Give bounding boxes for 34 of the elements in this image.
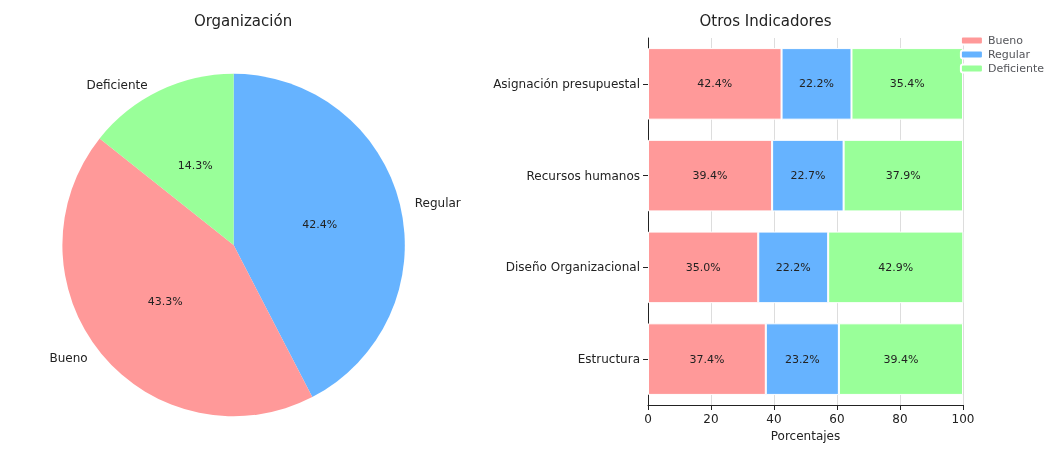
x-tick-label: 80 bbox=[892, 412, 908, 426]
x-axis-title: Porcentajes bbox=[770, 428, 841, 443]
y-tick-label: Diseño Organizacional bbox=[505, 260, 640, 275]
data-label: 39.4% bbox=[692, 169, 728, 183]
data-label: 43.3% bbox=[147, 294, 183, 308]
legend-label: Regular bbox=[987, 48, 1031, 61]
x-tick-label: 100 bbox=[951, 412, 975, 426]
legend-label: Bueno bbox=[987, 34, 1024, 47]
y-tick-label: Recursos humanos bbox=[526, 168, 640, 183]
data-label: 42.4% bbox=[302, 217, 338, 231]
data-label: 14.3% bbox=[177, 158, 213, 172]
data-label: 23.2% bbox=[784, 352, 820, 366]
data-label: 42.9% bbox=[878, 260, 914, 274]
chart-title: Otros Indicadores bbox=[699, 11, 832, 30]
data-label: 37.4% bbox=[689, 352, 725, 366]
data-label: 35.4% bbox=[889, 77, 925, 91]
slice-label: Regular bbox=[414, 196, 461, 211]
data-label: 22.2% bbox=[799, 77, 834, 91]
x-tick-label: 40 bbox=[766, 412, 782, 426]
data-label: 37.9% bbox=[885, 169, 921, 183]
data-label: 42.4% bbox=[697, 77, 733, 91]
x-tick-label: 0 bbox=[644, 412, 652, 426]
data-label: 22.7% bbox=[790, 169, 826, 183]
chart-title: Organización bbox=[193, 11, 293, 30]
x-tick-label: 60 bbox=[829, 412, 845, 426]
slice-label: Deficiente bbox=[86, 78, 148, 93]
y-tick-label: Asignación presupuestal bbox=[493, 76, 640, 91]
slice-label: Bueno bbox=[49, 350, 88, 365]
x-tick-label: 20 bbox=[703, 412, 719, 426]
legend-label: Deficiente bbox=[987, 62, 1045, 75]
data-label: 22.2% bbox=[775, 260, 811, 274]
data-label: 39.4% bbox=[883, 352, 919, 366]
data-label: 35.0% bbox=[685, 260, 721, 274]
y-tick-label: Estructura bbox=[577, 352, 640, 367]
